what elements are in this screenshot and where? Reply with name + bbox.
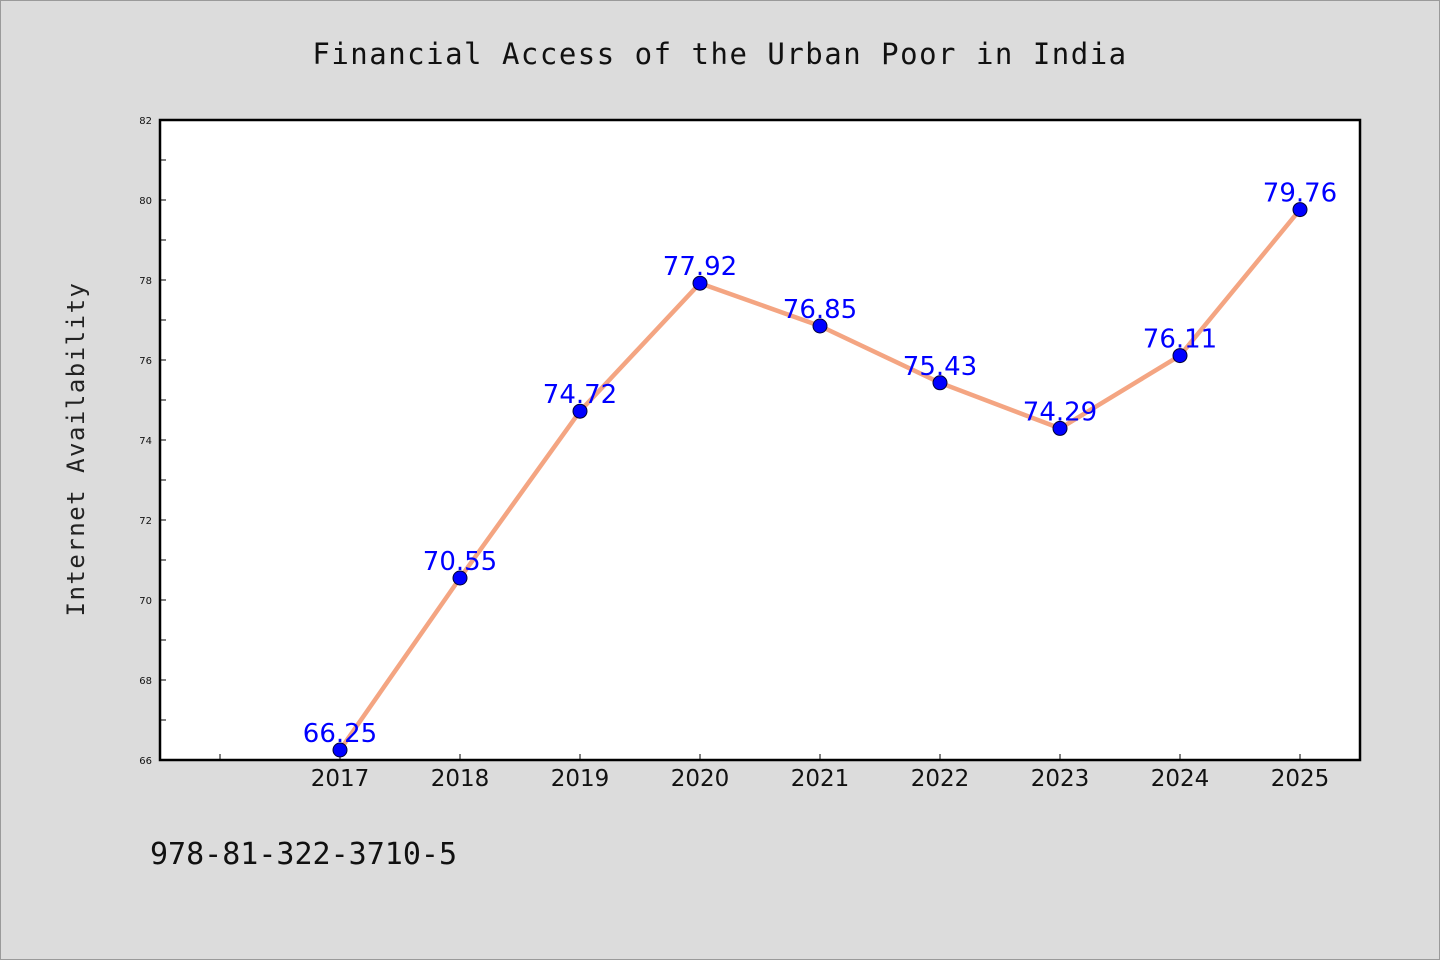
plot-border <box>158 118 1362 762</box>
plot-area <box>160 120 1360 760</box>
data-label: 70.55 <box>423 547 497 577</box>
data-point-marker <box>1172 348 1188 364</box>
x-axis: 2017 2018 2019 2020 2021 2022 2023 2024 2025 <box>219 754 1330 792</box>
y-tick-label: 68 <box>139 676 152 687</box>
x-tick-label: 2025 <box>1271 766 1330 792</box>
data-point-marker <box>452 570 468 586</box>
data-point-marker <box>812 318 828 334</box>
data-point-marker <box>1292 202 1308 218</box>
data-labels-group: 66.25 70.55 74.72 77.92 76.85 75.43 74.29 76.11… <box>303 179 1337 749</box>
x-tick-label: 2023 <box>1031 766 1090 792</box>
x-tick-label: 2018 <box>431 766 490 792</box>
y-tick-label: 66 <box>139 756 152 767</box>
data-label: 79.76 <box>1263 179 1337 209</box>
data-point-marker <box>572 403 588 419</box>
data-label: 76.11 <box>1143 325 1217 355</box>
x-tick-label: 2019 <box>551 766 610 792</box>
chart-title: Financial Access of the Urban Poor in In… <box>312 37 1127 71</box>
data-point-marker <box>1052 420 1068 436</box>
data-point-marker <box>932 375 948 391</box>
y-tick-label: 80 <box>139 196 152 207</box>
y-axis-label: Internet Availability <box>62 282 90 617</box>
data-label: 74.29 <box>1023 397 1097 427</box>
y-tick-label: 70 <box>139 596 152 607</box>
data-point-marker <box>332 742 348 758</box>
x-tick-label: 2021 <box>791 766 850 792</box>
data-label: 75.43 <box>903 352 977 382</box>
y-tick-label: 78 <box>139 276 152 287</box>
data-label: 77.92 <box>663 252 737 282</box>
data-point-marker <box>692 275 708 291</box>
markers-group <box>332 202 1308 758</box>
y-tick-label: 82 <box>139 116 152 127</box>
footnote-isbn: 978-81-322-3710-5 <box>150 837 457 872</box>
x-tick-label: 2024 <box>1151 766 1210 792</box>
x-tick-label: 2017 <box>311 766 370 792</box>
data-label: 74.72 <box>543 380 617 410</box>
x-tick-label: 2020 <box>671 766 730 792</box>
y-tick-label: 76 <box>139 356 152 367</box>
x-tick-label: 2022 <box>911 766 970 792</box>
y-tick-label: 74 <box>139 436 152 447</box>
y-tick-label: 72 <box>139 516 152 527</box>
data-label: 66.25 <box>303 719 377 749</box>
y-axis: 66 68 70 72 74 76 78 80 82 <box>139 116 166 767</box>
data-label: 76.85 <box>783 295 857 325</box>
